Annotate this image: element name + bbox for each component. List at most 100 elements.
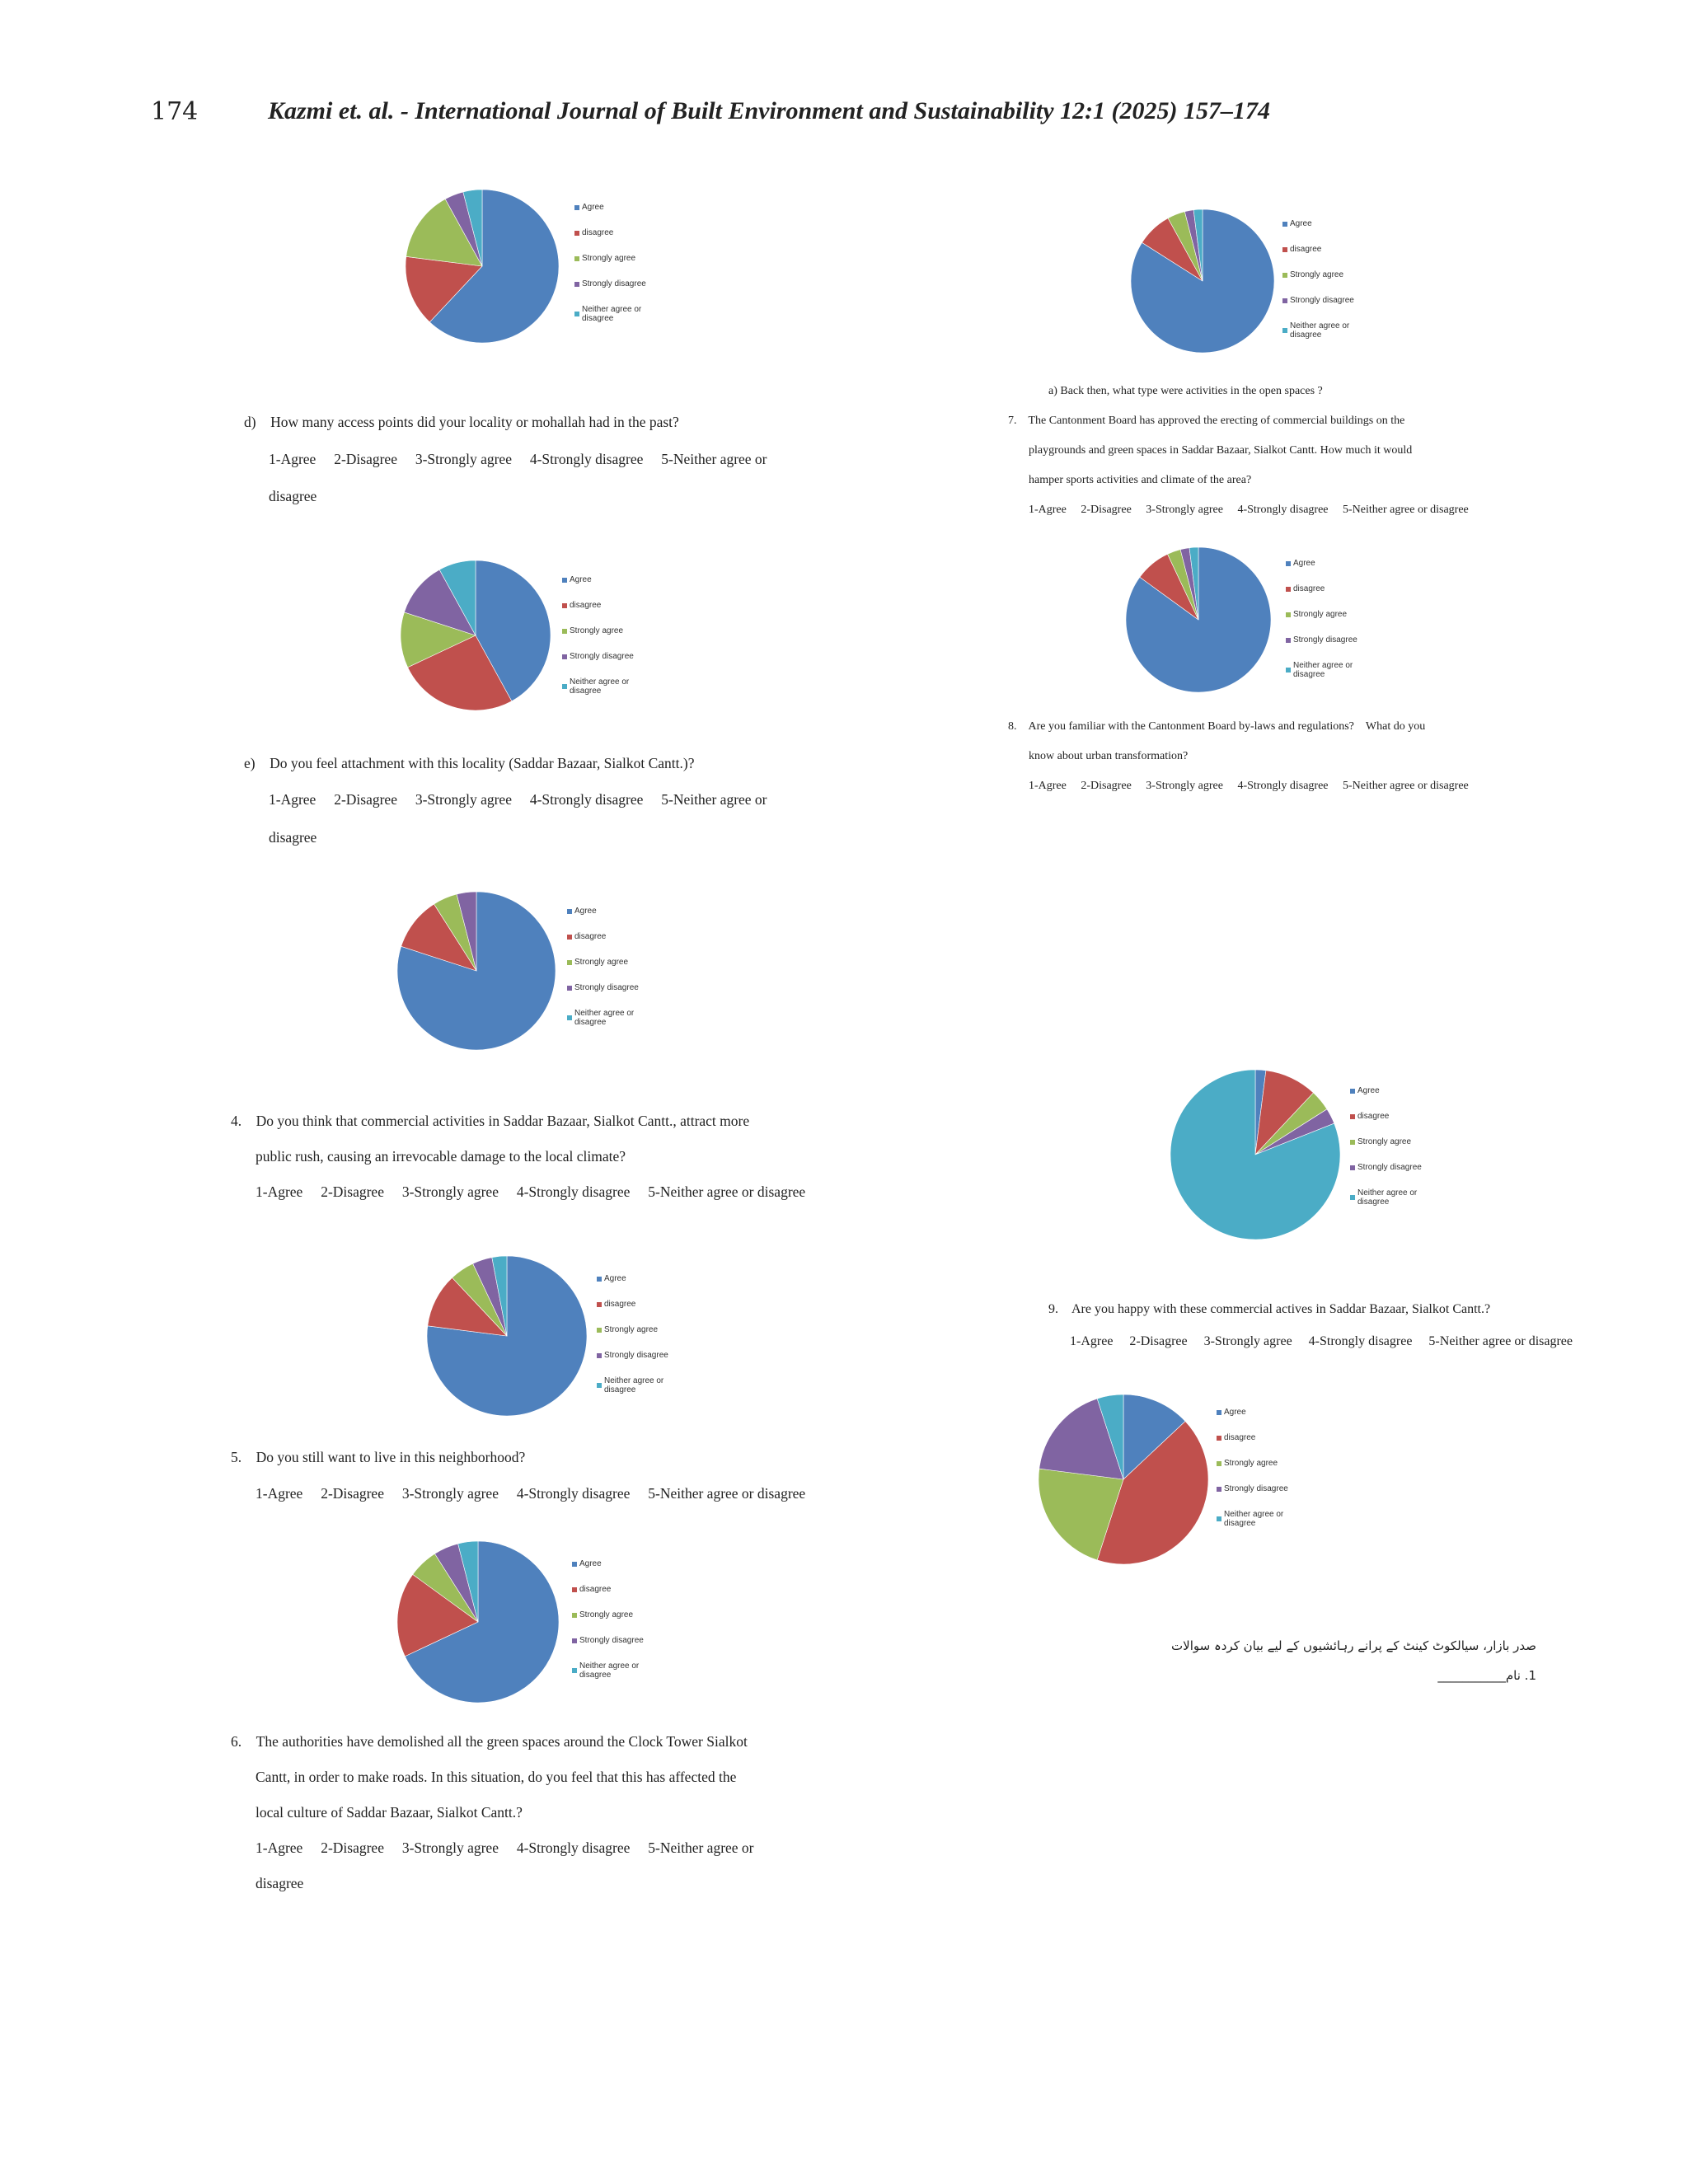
- legend-item: Strongly agree: [1217, 1459, 1278, 1468]
- legend-swatch: [572, 1612, 577, 1618]
- question-e-options-cont: disagree: [269, 829, 317, 846]
- legend-label: Strongly agree: [1224, 1459, 1278, 1468]
- question-6-options: 1-Agree 2-Disagree 3-Strongly agree 4-St…: [256, 1840, 754, 1856]
- legend-item: Agree: [574, 203, 604, 212]
- question-8-cont: know about urban transformation?: [1029, 750, 1189, 762]
- legend-item: disagree: [1286, 584, 1325, 593]
- legend-swatch: [597, 1383, 602, 1388]
- legend-item: disagree: [567, 932, 606, 941]
- legend-swatch: [562, 628, 567, 634]
- question-8: 8. Are you familiar with the Cantonment …: [1008, 720, 1426, 733]
- pie-slice-strongly-disagree: [456, 891, 477, 972]
- question-d-options: 1-Agree 2-Disagree 3-Strongly agree 4-St…: [269, 451, 767, 467]
- legend-swatch: [1350, 1195, 1355, 1200]
- legend-label: disagree: [1224, 1433, 1256, 1442]
- legend-item: disagree: [1282, 245, 1321, 254]
- legend-label: Agree: [1357, 1086, 1380, 1095]
- pie-slice-disagree: [427, 1277, 508, 1337]
- question-4-options: 1-Agree 2-Disagree 3-Strongly agree 4-St…: [256, 1183, 806, 1200]
- legend-swatch: [1286, 560, 1291, 566]
- pie-slice-strongly-agree: [400, 612, 476, 668]
- legend-item: Neither agree or disagree: [1350, 1188, 1423, 1207]
- legend-item: Neither agree or disagree: [567, 1009, 640, 1027]
- pie-chart-c1: [405, 189, 560, 344]
- legend-item: Neither agree or disagree: [1286, 661, 1359, 679]
- pie-chart-c6: [1130, 209, 1275, 354]
- legend-item: Neither agree or disagree: [562, 677, 635, 696]
- legend-item: Strongly disagree: [1286, 635, 1357, 644]
- legend-item: Strongly disagree: [1350, 1163, 1422, 1172]
- legend-label: Strongly disagree: [1357, 1163, 1422, 1172]
- legend-item: Agree: [1282, 219, 1312, 228]
- pie-slice-neither-agree-or-disagree: [438, 560, 476, 636]
- question-d-options-cont: disagree: [269, 488, 317, 504]
- legend-item: Agree: [567, 907, 597, 916]
- legend-label: Strongly agree: [604, 1325, 659, 1334]
- urdu-name-field: 1. نام___________: [1437, 1668, 1536, 1683]
- pie-slice-strongly-disagree: [404, 569, 476, 636]
- legend-swatch: [1350, 1088, 1355, 1094]
- legend-swatch: [562, 577, 567, 583]
- pie-slice-disagree: [396, 1573, 479, 1657]
- legend-swatch: [1217, 1460, 1221, 1466]
- legend-swatch: [597, 1352, 602, 1358]
- question-9-options: 1-Agree 2-Disagree 3-Strongly agree 4-St…: [1070, 1334, 1573, 1348]
- legend-swatch: [1217, 1516, 1221, 1521]
- legend-item: Strongly agree: [572, 1610, 633, 1619]
- question-7: 7. The Cantonment Board has approved the…: [1008, 415, 1405, 427]
- legend-label: disagree: [582, 228, 614, 237]
- legend-item: Neither agree or disagree: [1282, 321, 1356, 340]
- legend-swatch: [567, 959, 572, 965]
- legend-label: Neither agree or disagree: [582, 305, 642, 323]
- legend-label: Neither agree or disagree: [1224, 1510, 1284, 1528]
- pie-slice-neither-agree-or-disagree: [462, 189, 483, 267]
- legend-swatch: [1217, 1409, 1221, 1415]
- legend-label: Strongly disagree: [582, 279, 646, 288]
- legend-item: Agree: [562, 575, 592, 584]
- legend-label: Neither agree or disagree: [604, 1376, 664, 1394]
- legend-swatch: [1282, 272, 1287, 278]
- legend-item: Neither agree or disagree: [574, 305, 648, 323]
- legend-label: Strongly agree: [1290, 270, 1344, 279]
- legend-item: Agree: [1350, 1086, 1380, 1095]
- legend-item: Strongly agree: [1350, 1137, 1411, 1146]
- legend-label: Strongly agree: [570, 626, 624, 635]
- legend-label: Neither agree or disagree: [1290, 321, 1350, 340]
- legend-swatch: [1350, 1165, 1355, 1170]
- legend-swatch: [562, 654, 567, 659]
- pie-slice-neither-agree-or-disagree: [1096, 1394, 1124, 1480]
- legend-label: disagree: [579, 1585, 612, 1594]
- legend-label: Neither agree or disagree: [574, 1009, 635, 1027]
- pie-chart-c9: [1038, 1394, 1209, 1565]
- legend-swatch: [1286, 586, 1291, 592]
- legend-item: Neither agree or disagree: [1217, 1510, 1290, 1528]
- pie-chart-c5: [396, 1540, 560, 1704]
- legend-swatch: [1282, 298, 1287, 303]
- legend-item: disagree: [1217, 1433, 1255, 1442]
- legend-swatch: [1282, 328, 1287, 333]
- question-6: 6. The authorities have demolished all t…: [231, 1733, 748, 1750]
- legend-item: Strongly agree: [597, 1325, 658, 1334]
- running-head: Kazmi et. al. - International Journal of…: [268, 97, 1271, 124]
- legend-item: disagree: [562, 601, 601, 610]
- pie-slice-neither-agree-or-disagree: [491, 1255, 508, 1337]
- legend-swatch: [572, 1561, 577, 1567]
- legend-item: Agree: [1286, 559, 1315, 568]
- legend-label: Agree: [570, 575, 592, 584]
- legend-label: disagree: [1290, 245, 1322, 254]
- legend-item: Strongly disagree: [1282, 296, 1354, 305]
- legend-swatch: [1282, 221, 1287, 227]
- legend-item: Strongly agree: [1282, 270, 1343, 279]
- legend-swatch: [597, 1276, 602, 1282]
- legend-label: disagree: [1357, 1112, 1390, 1121]
- pie-chart-c3: [396, 891, 556, 1051]
- legend-label: Strongly disagree: [1224, 1484, 1288, 1493]
- urdu-heading: صدر بازار، سیالکوٹ کینٹ کے پرانے رہائشیو…: [1171, 1638, 1536, 1653]
- pie-slice-strongly-agree: [406, 199, 483, 267]
- pie-slice-disagree: [407, 635, 513, 711]
- legend-item: Strongly disagree: [597, 1351, 668, 1360]
- question-6-cont1: Cantt, in order to make roads. In this s…: [256, 1769, 737, 1785]
- pie-slice-disagree: [401, 903, 477, 972]
- legend-swatch: [1286, 668, 1291, 673]
- page-number: 174: [151, 97, 199, 126]
